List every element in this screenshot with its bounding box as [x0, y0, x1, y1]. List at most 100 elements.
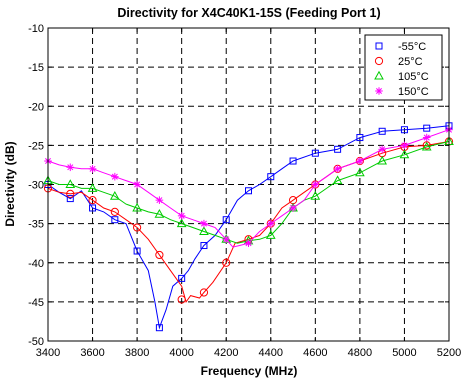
data-point — [222, 216, 230, 224]
square-marker — [356, 134, 364, 142]
x-tick-label: 3400 — [36, 347, 60, 359]
legend-marker — [374, 56, 384, 66]
chart-title: Directivity for X4C40K1-15S (Feeding Por… — [117, 6, 380, 20]
data-point — [421, 141, 432, 151]
asterisk-stroke — [200, 220, 207, 227]
data-point — [267, 173, 275, 181]
square-marker — [178, 274, 186, 282]
data-point — [422, 133, 431, 142]
data-point — [355, 167, 365, 177]
asterisk-stroke — [379, 146, 386, 153]
square-marker — [222, 216, 230, 224]
data-point — [177, 212, 186, 220]
square-marker — [200, 242, 208, 250]
circle-marker — [88, 196, 97, 205]
data-point — [199, 288, 209, 297]
triangle-marker — [374, 70, 384, 80]
data-point — [178, 274, 186, 282]
triangle-marker — [154, 209, 165, 218]
asterisk-stroke — [89, 165, 96, 172]
triangle-marker — [87, 183, 98, 192]
data-point — [109, 191, 120, 200]
asterisk-stroke — [67, 164, 74, 171]
data-point — [133, 223, 142, 232]
axis-ticks: 3400 3600 3800 4000 4200 4400 4600 4800 5000 5200… — [28, 23, 461, 359]
y-tick-label: -40 — [28, 258, 44, 270]
data-point — [356, 134, 364, 142]
triangle-marker — [65, 179, 76, 188]
square-marker — [111, 216, 119, 224]
legend-item: 25°C — [374, 56, 423, 68]
y-tick-label: -50 — [28, 336, 44, 348]
data-point — [289, 204, 297, 212]
data-point — [133, 180, 141, 189]
data-point — [66, 189, 75, 198]
square-marker — [289, 157, 297, 165]
data-point — [244, 239, 253, 247]
legend-item: -55°C — [375, 41, 426, 53]
y-axis-title: Directivity (dB) — [3, 141, 17, 226]
data-point — [155, 196, 164, 204]
y-tick-label: -20 — [28, 101, 44, 113]
series-group — [43, 122, 454, 332]
square-marker — [334, 145, 342, 153]
square-marker — [375, 42, 383, 50]
data-point — [111, 216, 119, 224]
data-point — [87, 183, 98, 192]
data-point — [311, 180, 320, 189]
x-tick-label: 3600 — [80, 347, 104, 359]
data-point — [222, 258, 231, 267]
triangle-marker — [355, 167, 365, 177]
data-point — [333, 165, 342, 173]
x-tick-label: 4400 — [259, 347, 283, 359]
data-point — [66, 163, 75, 172]
circle-marker — [110, 207, 119, 216]
asterisk-stroke — [375, 87, 383, 95]
legend-marker — [375, 87, 383, 95]
data-point — [222, 235, 231, 244]
asterisk-stroke — [134, 181, 141, 188]
x-tick-label: 4600 — [303, 347, 327, 359]
data-point — [155, 250, 164, 260]
square-marker — [267, 173, 275, 181]
data-point — [266, 219, 275, 228]
data-point — [289, 157, 297, 165]
asterisk-stroke — [223, 236, 230, 243]
asterisk-stroke — [290, 204, 297, 211]
data-point — [89, 204, 97, 212]
data-point — [110, 207, 119, 216]
circle-marker — [66, 189, 75, 198]
legend-item: 105°C — [374, 70, 429, 83]
y-tick-label: -45 — [28, 297, 44, 309]
data-point — [200, 219, 208, 228]
asterisk-stroke — [423, 134, 430, 141]
square-marker — [400, 126, 408, 134]
asterisk-stroke — [111, 173, 118, 180]
asterisk-stroke — [312, 181, 319, 188]
x-tick-label: 3800 — [125, 347, 149, 359]
y-tick-label: -30 — [28, 180, 44, 192]
circle-marker — [199, 288, 209, 297]
data-point — [311, 149, 319, 157]
data-point — [265, 230, 276, 239]
circle-marker — [155, 250, 164, 260]
grid — [48, 28, 449, 341]
data-point — [332, 175, 343, 185]
square-marker — [311, 149, 319, 157]
square-marker — [423, 124, 431, 132]
legend-marker — [374, 70, 384, 80]
x-tick-label: 4800 — [348, 347, 372, 359]
triangle-marker — [310, 191, 321, 200]
data-point — [245, 187, 252, 195]
asterisk-stroke — [245, 240, 252, 247]
data-point — [399, 149, 410, 159]
x-tick-label: 5000 — [392, 347, 416, 359]
y-tick-label: -10 — [28, 23, 44, 35]
square-marker — [66, 195, 74, 203]
data-point — [378, 127, 386, 135]
legend-label: 105°C — [398, 71, 429, 83]
square-marker — [155, 324, 163, 332]
data-point — [111, 172, 119, 181]
circle-marker — [222, 258, 231, 267]
circle-marker — [177, 295, 186, 304]
